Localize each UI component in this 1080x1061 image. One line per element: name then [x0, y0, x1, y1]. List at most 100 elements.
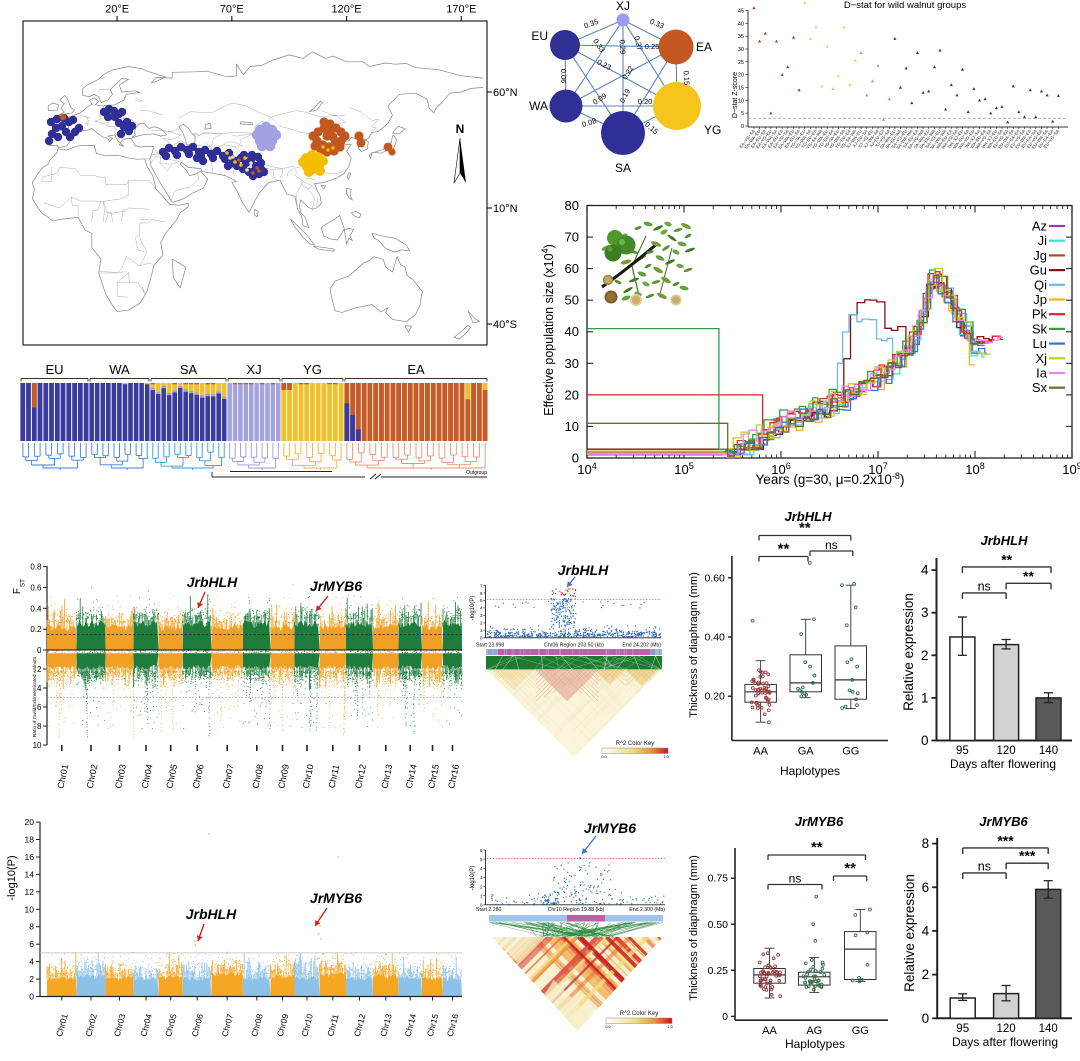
svg-text:0.6: 0.6 — [30, 584, 42, 593]
svg-text:10°N: 10°N — [493, 203, 518, 215]
svg-text:16: 16 — [25, 852, 35, 862]
svg-text:Chr05: Chr05 — [164, 763, 179, 789]
svg-text:40: 40 — [565, 324, 579, 339]
svg-text:Effective population size (x10: Effective population size (x104) — [540, 244, 556, 416]
svg-text:GG: GG — [842, 746, 859, 758]
svg-text:15: 15 — [738, 86, 744, 92]
svg-text:2: 2 — [480, 621, 483, 626]
svg-text:**: ** — [778, 541, 790, 558]
svg-text:80: 80 — [565, 198, 579, 213]
svg-text:4: 4 — [922, 923, 930, 938]
svg-text:EU: EU — [45, 362, 63, 377]
svg-text:Years (g=30, μ=0.2x10-8): Years (g=30, μ=0.2x10-8) — [756, 471, 905, 487]
svg-text:Chr08: Chr08 — [250, 763, 265, 789]
svg-text:40: 40 — [738, 21, 744, 27]
svg-text:D−stat for wild walnut groups: D−stat for wild walnut groups — [844, 0, 966, 11]
svg-text:3: 3 — [480, 613, 483, 618]
svg-text:35: 35 — [738, 34, 744, 40]
svg-text:60: 60 — [565, 261, 579, 276]
svg-text:170°E: 170°E — [446, 4, 476, 16]
svg-text:Chr15: Chr15 — [426, 763, 441, 789]
svg-text:ns: ns — [978, 859, 991, 873]
svg-text:Chr13: Chr13 — [379, 763, 394, 789]
svg-text:Thickness of diaphragm (mm): Thickness of diaphragm (mm) — [688, 855, 700, 1001]
svg-text:4: 4 — [480, 606, 483, 611]
svg-text:0.60: 0.60 — [704, 572, 725, 584]
svg-text:0.08: 0.08 — [581, 116, 598, 129]
svg-text:5: 5 — [480, 857, 483, 862]
svg-text:2: 2 — [480, 884, 483, 889]
svg-text:AA: AA — [762, 1025, 777, 1037]
svg-text:Chr06: Chr06 — [191, 763, 206, 789]
svg-text:JrMYB6: JrMYB6 — [795, 814, 844, 829]
svg-text:4: 4 — [480, 866, 483, 871]
svg-text:***: *** — [1019, 848, 1036, 864]
svg-text:Relative expression: Relative expression — [901, 593, 916, 711]
svg-text:XJ: XJ — [616, 0, 630, 13]
svg-text:**: ** — [1023, 568, 1034, 584]
svg-text:**: ** — [799, 520, 811, 537]
svg-text:0.20: 0.20 — [704, 691, 725, 703]
svg-text:0.25: 0.25 — [708, 965, 729, 977]
svg-text:1: 1 — [921, 690, 929, 705]
svg-text:0.0: 0.0 — [601, 754, 607, 759]
svg-text:Outgroup: Outgroup — [466, 470, 487, 476]
svg-text:EU: EU — [531, 29, 548, 43]
svg-text:95: 95 — [956, 1023, 969, 1035]
svg-text:30: 30 — [738, 47, 744, 53]
svg-text:Thickness of diaphragm (mm): Thickness of diaphragm (mm) — [688, 572, 700, 718]
svg-text:**: ** — [844, 860, 856, 877]
svg-text:JrMYB6: JrMYB6 — [979, 814, 1028, 829]
svg-text:0: 0 — [480, 636, 483, 641]
svg-text:R^2 Color Key: R^2 Color Key — [616, 741, 655, 747]
svg-text:WA: WA — [529, 99, 548, 113]
svg-text:0.37: 0.37 — [632, 35, 644, 51]
svg-text:0.2: 0.2 — [30, 625, 42, 634]
svg-text:Start 2.280: Start 2.280 — [476, 907, 501, 913]
svg-text:Haplotypes: Haplotypes — [780, 764, 840, 778]
svg-text:Days after flowering: Days after flowering — [950, 757, 1056, 771]
svg-text:Jp: Jp — [1033, 292, 1047, 307]
svg-text:10: 10 — [565, 419, 579, 434]
svg-text:Relative expression: Relative expression — [902, 874, 917, 992]
svg-text:1.0: 1.0 — [663, 754, 669, 759]
svg-text:12: 12 — [25, 887, 35, 897]
svg-text:EA: EA — [696, 40, 712, 54]
svg-text:Chr02: Chr02 — [85, 763, 100, 789]
svg-text:10: 10 — [738, 98, 744, 104]
svg-text:60°N: 60°N — [493, 87, 518, 99]
svg-text:Chr07: Chr07 — [221, 763, 236, 789]
svg-text:GG: GG — [852, 1025, 869, 1037]
svg-text:Chr09: Chr09 — [276, 763, 291, 789]
svg-text:JrbHLH: JrbHLH — [785, 509, 833, 524]
svg-text:XJ: XJ — [246, 362, 261, 377]
svg-text:0: 0 — [572, 451, 579, 466]
svg-text:JrbHLH: JrbHLH — [981, 533, 1029, 548]
svg-text:2: 2 — [37, 665, 42, 674]
svg-text:25: 25 — [738, 60, 744, 66]
svg-text:45: 45 — [738, 9, 744, 15]
svg-text:Chr14: Chr14 — [404, 763, 419, 789]
svg-text:JrbHLH: JrbHLH — [186, 906, 237, 922]
svg-text:Haplotypes: Haplotypes — [785, 1037, 845, 1051]
svg-text:2: 2 — [922, 967, 930, 982]
svg-text:-log10(P): -log10(P) — [470, 866, 476, 891]
svg-text:120: 120 — [997, 1023, 1016, 1035]
svg-text:6: 6 — [480, 848, 483, 853]
svg-text:Chr10: Chr10 — [301, 763, 316, 789]
svg-text:70: 70 — [565, 230, 579, 245]
svg-text:120°E: 120°E — [332, 4, 362, 16]
svg-text:8: 8 — [37, 722, 42, 731]
svg-text:Sx: Sx — [1032, 380, 1048, 395]
svg-text:YG: YG — [704, 123, 721, 137]
svg-text:JrMYB6: JrMYB6 — [584, 820, 636, 836]
svg-text:0.50: 0.50 — [708, 919, 729, 931]
svg-text:ns: ns — [978, 579, 991, 593]
svg-text:5: 5 — [741, 111, 744, 117]
svg-text:**: ** — [1001, 551, 1012, 567]
svg-text:-log10(P): -log10(P) — [6, 855, 18, 900]
svg-text:4: 4 — [29, 957, 34, 967]
svg-text:20: 20 — [738, 73, 744, 79]
svg-text:Gu: Gu — [1030, 263, 1047, 278]
svg-text:6: 6 — [37, 703, 42, 712]
